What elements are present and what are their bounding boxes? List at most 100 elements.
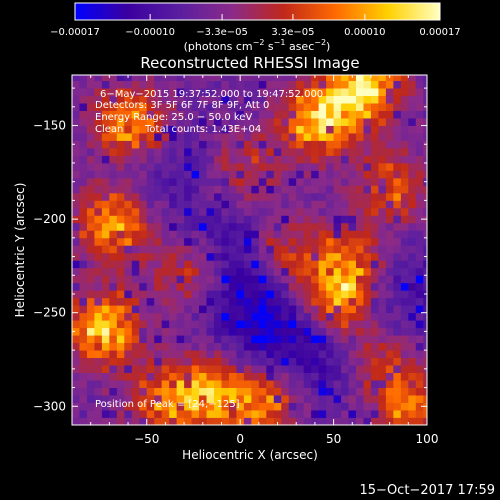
heatmap-cell bbox=[258, 297, 267, 306]
heatmap-cell bbox=[333, 312, 342, 321]
heatmap-cell bbox=[333, 103, 342, 111]
heatmap-cell bbox=[378, 103, 387, 111]
heatmap-cell bbox=[236, 192, 245, 201]
heatmap-cell bbox=[288, 275, 297, 284]
heatmap-cell bbox=[109, 365, 118, 373]
heatmap-cell bbox=[363, 88, 372, 96]
heatmap-cell bbox=[131, 88, 140, 96]
heatmap-cell bbox=[341, 177, 349, 186]
heatmap-cell bbox=[109, 335, 118, 344]
heatmap-cell bbox=[94, 207, 103, 216]
heatmap-cell bbox=[146, 335, 155, 344]
heatmap-cell bbox=[363, 335, 372, 344]
heatmap-cell bbox=[243, 162, 252, 171]
heatmap-cell bbox=[214, 357, 222, 366]
heatmap-cell bbox=[146, 185, 155, 194]
heatmap-cell bbox=[348, 88, 357, 96]
heatmap-cell bbox=[131, 200, 140, 209]
heatmap-cell bbox=[251, 275, 260, 284]
heatmap-cell bbox=[341, 357, 349, 366]
heatmap-cell bbox=[221, 350, 230, 359]
heatmap-cell bbox=[341, 140, 349, 149]
heatmap-cell bbox=[206, 252, 215, 261]
heatmap-cell bbox=[363, 222, 372, 231]
heatmap-cell bbox=[303, 410, 312, 418]
heatmap-cell bbox=[139, 192, 148, 201]
heatmap-cell bbox=[139, 133, 148, 141]
heatmap-cell bbox=[86, 252, 95, 261]
heatmap-cell bbox=[415, 312, 424, 321]
heatmap-cell bbox=[101, 192, 110, 201]
heatmap-cell bbox=[400, 267, 409, 276]
heatmap-cell bbox=[86, 118, 95, 126]
heatmap-cell bbox=[363, 110, 372, 119]
heatmap-cell bbox=[258, 372, 267, 381]
heatmap-cell bbox=[326, 402, 334, 411]
heatmap-cell bbox=[266, 133, 275, 141]
heatmap-cell bbox=[161, 410, 170, 418]
heatmap-cell bbox=[228, 372, 237, 381]
heatmap-cell bbox=[423, 417, 427, 425]
heatmap-cell bbox=[296, 177, 305, 186]
heatmap-cell bbox=[378, 215, 387, 224]
heatmap-cell bbox=[243, 402, 252, 411]
heatmap-cell bbox=[378, 177, 387, 186]
heatmap-cell bbox=[251, 88, 260, 96]
heatmap-cell bbox=[199, 245, 207, 254]
heatmap-cell bbox=[184, 297, 192, 306]
heatmap-cell bbox=[221, 215, 230, 224]
heatmap-cell bbox=[169, 118, 178, 126]
heatmap-cell bbox=[228, 335, 237, 344]
heatmap-cell bbox=[79, 395, 88, 403]
heatmap-cell bbox=[109, 140, 118, 149]
heatmap-cell bbox=[408, 402, 417, 411]
heatmap-cell bbox=[296, 185, 305, 194]
heatmap-cell bbox=[266, 170, 275, 179]
heatmap-cell bbox=[415, 357, 424, 366]
heatmap-cell bbox=[101, 282, 110, 291]
heatmap-cell bbox=[169, 140, 178, 149]
heatmap-cell bbox=[72, 147, 80, 156]
heatmap-cell bbox=[228, 342, 237, 351]
heatmap-cell bbox=[139, 245, 148, 254]
heatmap-cell bbox=[393, 170, 402, 179]
heatmap-cell bbox=[341, 88, 349, 96]
heatmap-cell bbox=[154, 365, 163, 373]
heatmap-cell bbox=[228, 200, 237, 209]
heatmap-cell bbox=[370, 207, 379, 216]
heatmap-cell bbox=[318, 222, 327, 231]
heatmap-cell bbox=[415, 140, 424, 149]
heatmap-cell bbox=[385, 282, 394, 291]
heatmap-cell bbox=[176, 260, 185, 269]
heatmap-cell bbox=[214, 118, 222, 126]
heatmap-cell bbox=[385, 402, 394, 411]
heatmap-cell bbox=[79, 133, 88, 141]
heatmap-cell bbox=[288, 155, 297, 164]
heatmap-cell bbox=[131, 75, 140, 82]
heatmap-cell bbox=[154, 140, 163, 149]
heatmap-cell bbox=[161, 200, 170, 209]
heatmap-cell bbox=[333, 350, 342, 359]
heatmap-cell bbox=[400, 335, 409, 344]
heatmap-cell bbox=[154, 402, 163, 411]
x-tick-label: 100 bbox=[416, 432, 439, 446]
heatmap-cell bbox=[191, 252, 200, 261]
heatmap-cell bbox=[161, 312, 170, 321]
heatmap-cell bbox=[281, 207, 290, 216]
heatmap-cell bbox=[243, 155, 252, 164]
heatmap-cell bbox=[326, 147, 334, 156]
heatmap-cell bbox=[228, 185, 237, 194]
heatmap-cell bbox=[191, 177, 200, 186]
heatmap-cell bbox=[303, 88, 312, 96]
heatmap-cell bbox=[288, 327, 297, 336]
heatmap-cell bbox=[423, 245, 427, 254]
heatmap-cell bbox=[400, 365, 409, 373]
heatmap-cell bbox=[415, 230, 424, 239]
heatmap-cell bbox=[236, 305, 245, 314]
heatmap-cell bbox=[221, 252, 230, 261]
heatmap-cell bbox=[408, 342, 417, 351]
heatmap-cell bbox=[236, 80, 245, 89]
heatmap-cell bbox=[116, 290, 125, 299]
heatmap-cell bbox=[326, 380, 334, 388]
heatmap-cell bbox=[161, 237, 170, 246]
